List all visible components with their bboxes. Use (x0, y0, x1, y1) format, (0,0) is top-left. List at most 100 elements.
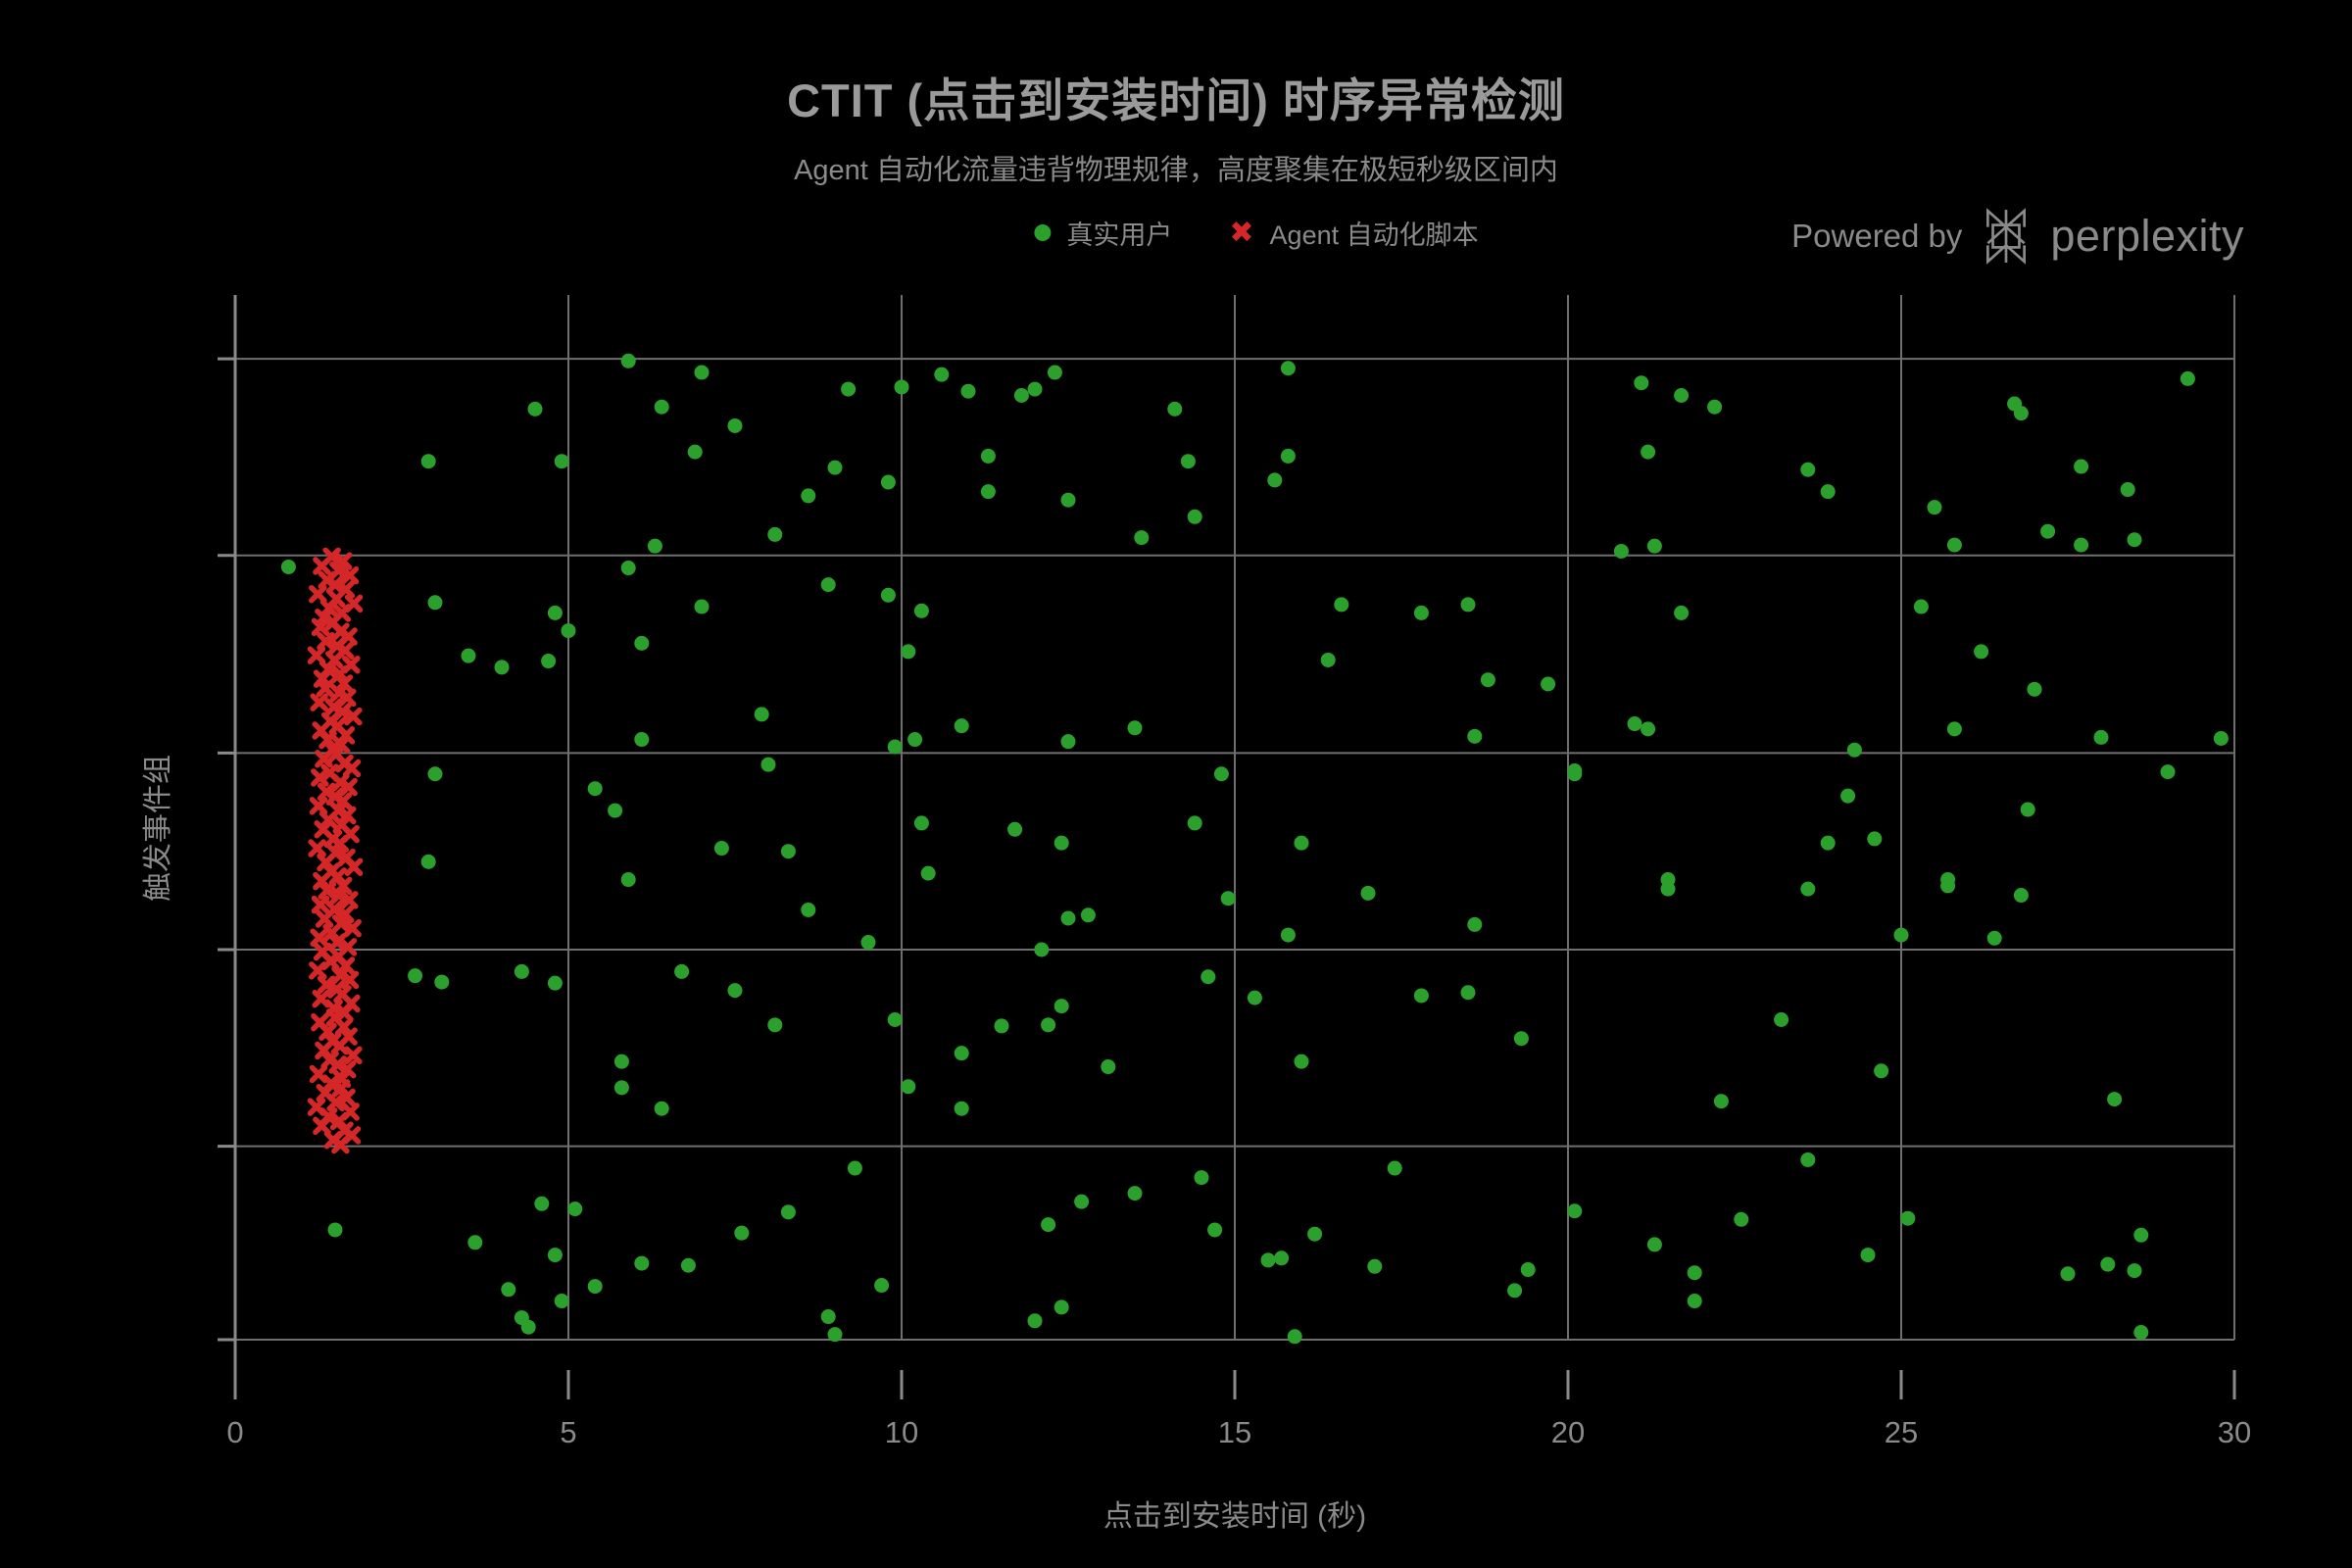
scatter-point-real-user (467, 1235, 483, 1250)
scatter-point-real-user (2180, 370, 2195, 386)
scatter-point-real-user (501, 1282, 516, 1298)
scatter-point-real-user (1860, 1248, 1876, 1263)
scatter-point-real-user (434, 974, 450, 990)
scatter-point-agent (344, 858, 364, 876)
scatter-point-real-user (820, 1309, 836, 1325)
scatter-point-real-user (1674, 387, 1690, 403)
scatter-point-agent (330, 1036, 350, 1055)
scatter-point-real-user (1774, 1011, 1789, 1027)
scatter-point-agent (340, 970, 360, 990)
scatter-point-agent (337, 806, 357, 825)
chart-title: CTIT (点击到安装时间) 时序异常检测 (787, 74, 1565, 126)
scatter-point-agent (315, 909, 334, 928)
scatter-point-real-user (820, 577, 836, 593)
scatter-point-agent (313, 557, 331, 575)
scatter-point-real-user (654, 399, 669, 415)
scatter-point-real-user (587, 781, 603, 797)
x-tick-label: 20 (1551, 1415, 1585, 1449)
scatter-point-real-user (534, 1196, 550, 1211)
scatter-point-real-user (620, 872, 636, 888)
scatter-point-real-user (613, 1080, 629, 1096)
scatter-point-real-user (954, 1046, 969, 1061)
scatter-point-real-user (2074, 459, 2089, 474)
scatter-point-agent (337, 1059, 357, 1079)
scatter-point-real-user (1200, 969, 1216, 985)
scatter-point-real-user (1520, 1262, 1536, 1278)
scatter-point-real-user (1247, 990, 1262, 1005)
scatter-point-real-user (2127, 532, 2142, 548)
series-agent (307, 547, 364, 1154)
axes (218, 295, 2236, 1399)
scatter-point-agent (340, 565, 360, 585)
scatter-point-real-user (1267, 472, 1283, 488)
legend-item-real-users: 真实用户 (1034, 214, 1172, 252)
scatter-point-real-user (1946, 721, 1962, 737)
red-x-marker-icon: ✖ (1229, 216, 1254, 249)
scatter-point-real-user (554, 1294, 569, 1309)
scatter-point-agent (336, 956, 356, 975)
scatter-point-real-user (2100, 1256, 2116, 1272)
scatter-point-agent (336, 726, 356, 745)
scatter-point-agent (313, 871, 331, 891)
scatter-point-real-user (1946, 537, 1962, 553)
scatter-point-agent (331, 1079, 351, 1098)
scatter-point-real-user (1707, 399, 1723, 415)
scatter-point-real-user (780, 844, 796, 859)
scatter-point-real-user (913, 815, 929, 831)
scatter-point-real-user (1127, 1186, 1143, 1201)
scatter-point-real-user (713, 841, 729, 857)
scatter-point-real-user (1194, 1170, 1209, 1186)
y-axis-title: 触发事件组 (142, 755, 174, 902)
scatter-point-real-user (634, 732, 650, 748)
x-tick-label: 15 (1218, 1415, 1251, 1449)
scatter-point-real-user (1101, 1059, 1116, 1075)
scatter-point-agent (328, 1055, 347, 1074)
scatter-point-agent (335, 1004, 354, 1022)
credit: Powered by perplexity (0, 208, 2244, 265)
scatter-point-real-user (1047, 365, 1062, 380)
scatter-point-real-user (1800, 881, 1816, 897)
scatter-point-real-user (1054, 999, 1069, 1014)
scatter-point-agent (318, 881, 337, 900)
scatter-point-real-user (901, 644, 916, 660)
scatter-point-real-user (420, 854, 436, 869)
scatter-point-real-user (541, 654, 557, 669)
scatter-point-real-user (494, 660, 510, 675)
scatter-point-real-user (727, 983, 743, 999)
scatter-point-real-user (954, 1101, 969, 1116)
scatter-point-real-user (960, 383, 976, 399)
scatter-point-real-user (2093, 729, 2109, 745)
scatter-point-real-user (901, 1079, 916, 1095)
scatter-point-real-user (894, 379, 909, 395)
scatter-point-real-user (674, 963, 690, 979)
scatter-point-real-user (613, 1054, 629, 1069)
scatter-point-real-user (1387, 1160, 1402, 1176)
scatter-point-real-user (1687, 1294, 1702, 1309)
scatter-point-real-user (954, 718, 969, 734)
scatter-point-real-user (2120, 482, 2135, 498)
scatter-point-real-user (427, 595, 443, 611)
scatter-point-real-user (1041, 1017, 1056, 1033)
scatter-point-real-user (1060, 734, 1076, 750)
scatter-point-agent (322, 923, 341, 943)
x-tick-label: 0 (226, 1415, 243, 1449)
scatter-point-real-user (1274, 1250, 1290, 1266)
scatter-point-real-user (874, 1278, 890, 1294)
scatter-point-agent (311, 768, 329, 787)
scatter-point-real-user (1294, 835, 1309, 851)
legend-item-agent: ✖ Agent 自动化脚本 (1229, 214, 1478, 252)
scatter-point-agent (318, 810, 338, 829)
scatter-point-agent (317, 782, 336, 802)
scatter-point-real-user (1660, 881, 1676, 897)
scatter-point-real-user (920, 865, 936, 881)
scatter-point-real-user (2074, 537, 2089, 553)
scatter-point-real-user (913, 603, 929, 618)
scatter-point-real-user (1913, 599, 1929, 614)
scatter-point-real-user (767, 526, 783, 542)
scatter-point-real-user (567, 1201, 583, 1217)
scatter-point-real-user (1280, 448, 1296, 464)
scatter-point-real-user (1334, 597, 1349, 612)
scatter-point-agent (331, 965, 350, 985)
scatter-point-real-user (1713, 1094, 1729, 1109)
scatter-point-real-user (1034, 942, 1050, 957)
